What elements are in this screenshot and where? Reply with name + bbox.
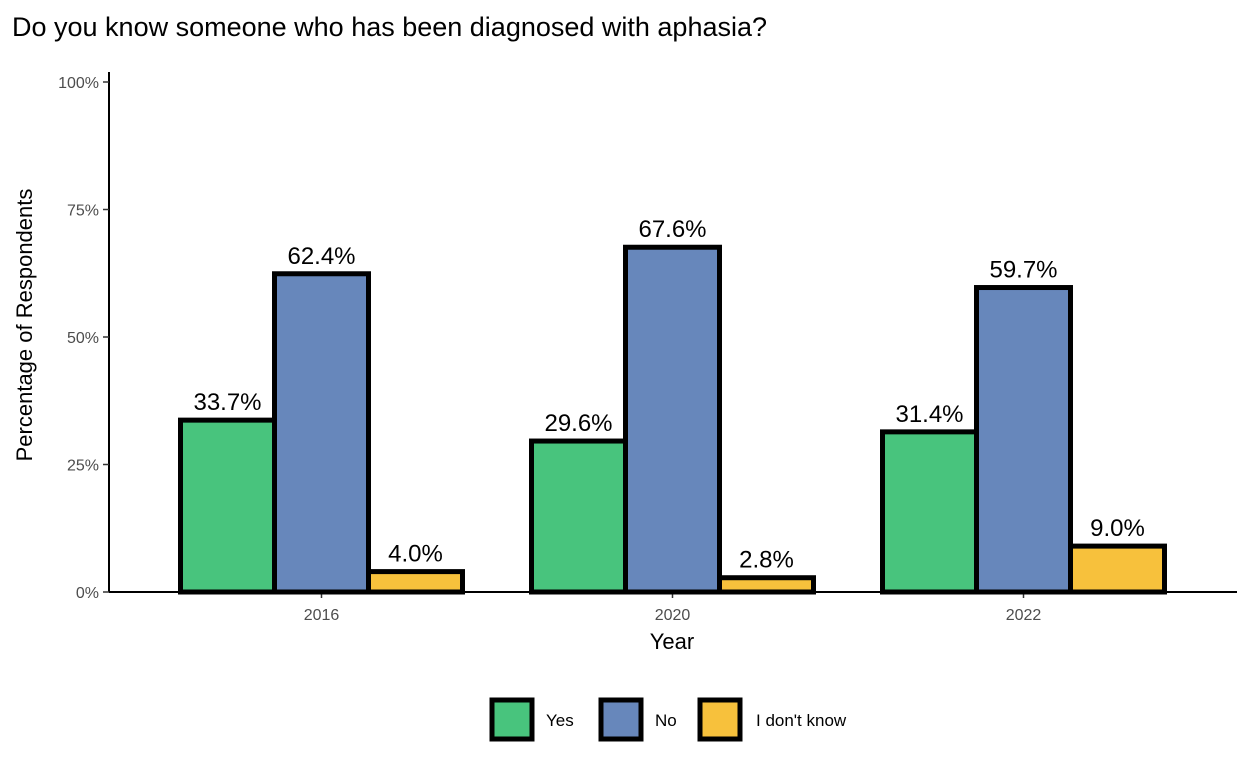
x-tick-label: 2020 [655,607,691,624]
bar-yes-2022 [880,429,979,595]
legend-swatch [598,697,644,742]
chart-title: Do you know someone who has been diagnos… [12,12,767,42]
x-tick-label: 2022 [1006,607,1042,624]
legend-swatch [697,697,743,742]
legend: Yes No I don't know [489,697,847,742]
bar-i-don-t-know-2020 [717,575,816,595]
bar-value-label: 2.8% [739,547,794,574]
bar-no-2016 [272,271,371,595]
bar-value-label: 59.7% [989,257,1057,284]
bar-value-label: 62.4% [287,243,355,270]
y-axis: 0% 25% 50% 75% 100% [58,72,110,602]
y-axis-title: Percentage of Respondents [12,189,37,462]
legend-label: Yes [546,711,574,730]
legend-label: I don't know [756,711,847,730]
bar-value-label: 33.7% [193,389,261,416]
bar-value-label: 67.6% [638,216,706,243]
y-tick-label: 50% [67,330,99,347]
bar-no-2020 [623,244,722,595]
bar-labels: 33.7% 62.4% 4.0% 29.6% 67.6% 2.8% 31.4% 59.7% 9.… [193,216,1144,573]
x-axis-title: Year [650,629,694,654]
y-tick-label: 75% [67,203,99,220]
legend-swatch [489,697,535,742]
bar-yes-2016 [178,417,277,595]
bar-value-label: 9.0% [1090,515,1145,542]
bar-i-don-t-know-2016 [366,569,465,595]
y-tick-label: 100% [58,75,99,92]
bar-no-2022 [974,285,1073,595]
bar-yes-2020 [529,438,628,595]
bar-value-label: 31.4% [895,401,963,428]
bar-value-label: 4.0% [388,541,443,568]
x-axis: 2016 2020 2022 [109,591,1237,624]
y-tick-label: 25% [67,458,99,475]
bar-value-label: 29.6% [544,410,612,437]
x-tick-label: 2016 [304,607,340,624]
y-tick-label: 0% [76,585,99,602]
legend-label: No [655,711,677,730]
bars [178,244,1167,595]
bar-i-don-t-know-2022 [1068,543,1167,595]
